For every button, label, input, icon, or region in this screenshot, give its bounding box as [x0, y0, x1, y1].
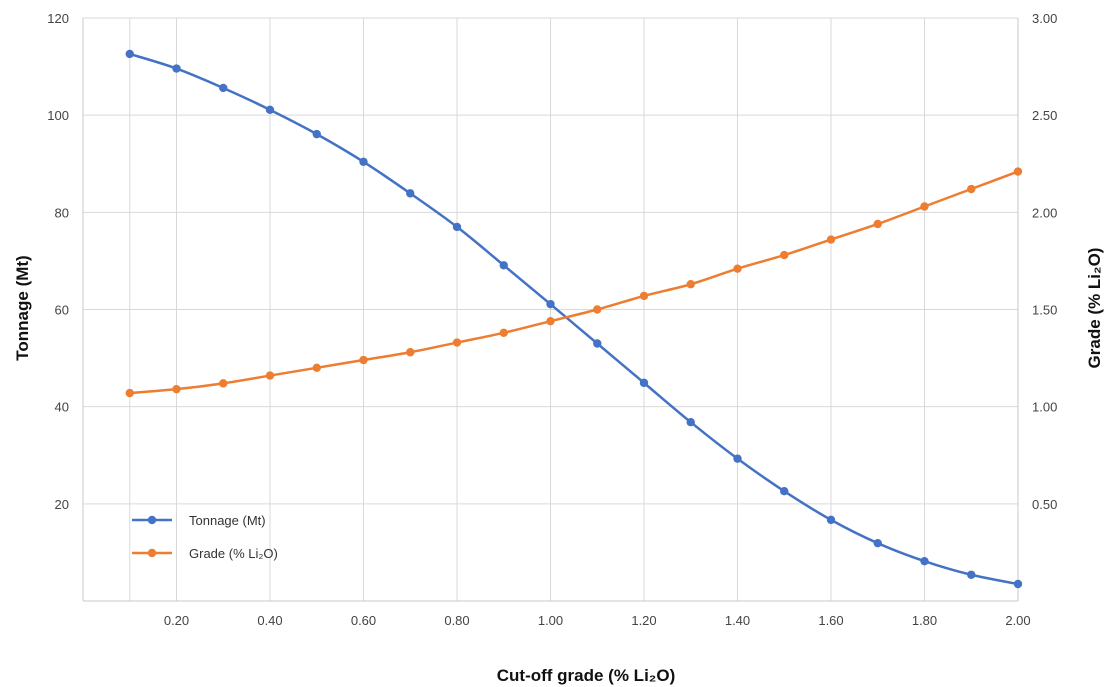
- series-grade-line: [129, 170, 1019, 395]
- series-tonnage-point: [639, 378, 649, 388]
- y-left-axis-title: Tonnage (Mt): [13, 255, 32, 360]
- legend-item-tonnage: Tonnage (Mt): [132, 513, 266, 528]
- series-tonnage-point: [406, 189, 415, 198]
- series-tonnage-point: [967, 570, 976, 579]
- y-right-tick-labels: 0.50 1.00 1.50 2.00 2.50 3.00: [1032, 11, 1057, 512]
- series-tonnage-point: [686, 418, 695, 427]
- x-tick-label: 1.40: [725, 613, 750, 628]
- legend-label: Tonnage (Mt): [189, 513, 266, 528]
- series-tonnage-point: [125, 49, 134, 59]
- y-left-tick-label: 100: [47, 108, 69, 123]
- series-grade-point: [312, 363, 321, 372]
- y-right-tick-label: 2.50: [1032, 108, 1057, 123]
- x-tick-label: 0.20: [164, 613, 189, 628]
- series-tonnage-point: [452, 222, 462, 232]
- series-grade-point: [172, 384, 181, 394]
- series-tonnage-point: [219, 83, 228, 93]
- series-grade-point: [780, 250, 789, 260]
- series-grade-point: [125, 388, 134, 398]
- y-left-tick-labels: 20 40 60 80 100 120: [47, 11, 69, 512]
- series-grade-point: [920, 202, 929, 211]
- x-tick-labels: 0.20 0.40 0.60 0.80 1.00 1.20 1.40 1.60 1.80 2.00: [164, 613, 1031, 628]
- y-right-axis-title: Grade (% Li₂O): [1085, 248, 1104, 369]
- y-left-tick-label: 120: [47, 11, 69, 26]
- series-tonnage-point: [265, 105, 275, 115]
- y-right-tick-label: 3.00: [1032, 11, 1057, 26]
- grid: [83, 17, 1019, 601]
- series-grade-point: [452, 338, 462, 347]
- series-tonnage-point: [312, 129, 321, 139]
- y-left-tick-label: 80: [55, 205, 69, 220]
- series-grade-point: [1013, 167, 1023, 176]
- x-tick-label: 1.20: [631, 613, 656, 628]
- legend-label: Grade (% Li₂O): [189, 546, 278, 561]
- series-grade: [125, 167, 1023, 398]
- x-tick-label: 1.80: [912, 613, 937, 628]
- x-tick-label: 1.00: [538, 613, 563, 628]
- x-tick-label: 0.80: [444, 613, 469, 628]
- series-tonnage-line: [129, 52, 1019, 586]
- x-tick-label: 0.40: [257, 613, 282, 628]
- series-grade-point: [967, 184, 976, 194]
- series-layer: [125, 49, 1023, 589]
- series-tonnage-point: [780, 487, 789, 496]
- x-axis-title: Cut-off grade (% Li₂O): [497, 666, 675, 685]
- series-tonnage-point: [1013, 579, 1023, 589]
- series-tonnage-point: [733, 454, 742, 463]
- y-right-tick-label: 1.00: [1032, 400, 1057, 415]
- legend-item-grade: Grade (% Li₂O): [132, 546, 278, 561]
- series-grade-point: [733, 264, 742, 273]
- series-tonnage-point: [826, 515, 836, 525]
- series-tonnage: [125, 49, 1023, 589]
- series-tonnage-point: [172, 64, 181, 73]
- series-tonnage-point: [593, 339, 602, 348]
- y-left-tick-label: 60: [55, 303, 69, 318]
- x-tick-label: 1.60: [818, 613, 843, 628]
- series-tonnage-point: [359, 157, 368, 167]
- legend: Tonnage (Mt) Grade (% Li₂O): [132, 513, 278, 561]
- x-tick-label: 0.60: [351, 613, 376, 628]
- series-tonnage-point: [499, 261, 508, 270]
- series-grade-point: [265, 371, 275, 380]
- series-grade-point: [826, 235, 836, 244]
- y-right-tick-label: 2.00: [1032, 205, 1057, 220]
- series-grade-point: [639, 291, 649, 301]
- series-grade-point: [406, 348, 415, 357]
- y-right-tick-label: 0.50: [1032, 497, 1057, 512]
- series-grade-point: [686, 280, 695, 289]
- y-right-tick-label: 1.50: [1032, 303, 1057, 318]
- legend-swatch-point: [147, 515, 157, 525]
- y-left-tick-label: 40: [55, 400, 69, 415]
- series-tonnage-point: [546, 299, 555, 309]
- series-grade-point: [359, 355, 368, 365]
- y-left-tick-label: 20: [55, 497, 69, 512]
- legend-swatch-point: [147, 548, 157, 558]
- series-grade-point: [499, 328, 508, 338]
- series-tonnage-point: [920, 556, 929, 566]
- series-grade-point: [873, 219, 882, 229]
- series-tonnage-point: [873, 538, 882, 548]
- series-grade-point: [546, 316, 555, 326]
- series-grade-point: [219, 379, 228, 388]
- series-grade-point: [593, 305, 602, 314]
- x-tick-label: 2.00: [1005, 613, 1030, 628]
- plot-frame: [82, 18, 1019, 602]
